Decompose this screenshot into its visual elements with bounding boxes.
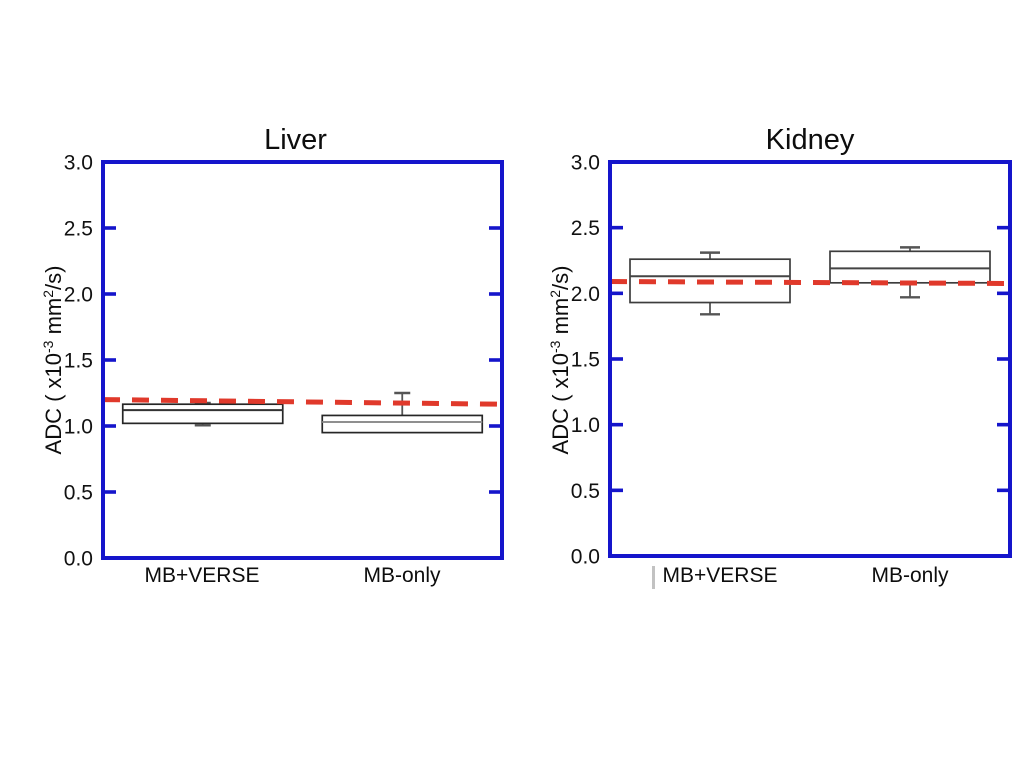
y-tick-label: 0.5 [571, 480, 600, 503]
kidney-category-mb-verse: MB+VERSE [662, 564, 778, 587]
kidney-category-mb-only: MB-only [871, 564, 949, 587]
ylabel-squared: 2 [40, 289, 56, 298]
ylabel-prefix: ADC ( x10 [41, 353, 66, 455]
y-tick-label: 0.0 [571, 546, 600, 569]
ylabel-mid: mm [548, 297, 573, 341]
liver-category-mb-only: MB-only [363, 564, 441, 587]
axes-frame [101, 160, 504, 560]
liver-category-mb-verse: MB+VERSE [144, 564, 260, 587]
y-tick-label: 0.0 [64, 548, 93, 571]
box-MB+VERSE [121, 403, 284, 425]
liver-y-axis-label: ADC ( x10-3 mm2/s) [38, 200, 70, 520]
y-tick-label: 2.5 [571, 217, 600, 240]
reference-dashed-line [102, 397, 503, 407]
ylabel-exponent: -3 [547, 340, 563, 353]
ylabel-squared: 2 [547, 289, 563, 298]
kidney-y-axis-label: ADC ( x10-3 mm2/s) [545, 200, 577, 520]
axes-frame [608, 160, 1012, 558]
kidney-chart-title: Kidney [765, 124, 855, 156]
y-tick-label: 3.0 [64, 152, 93, 175]
ylabel-exponent: -3 [40, 340, 56, 353]
y-tick-label: 1.0 [571, 414, 600, 437]
liver-chart-title: Liver [264, 124, 327, 156]
ylabel-suffix: /s) [41, 265, 66, 290]
y-tick-label: 2.0 [571, 283, 600, 306]
y-tick-label: 0.5 [64, 482, 93, 505]
ylabel-suffix: /s) [548, 265, 573, 290]
stray-tick-artifact [652, 566, 655, 589]
ylabel-prefix: ADC ( x10 [548, 353, 573, 455]
box-MB-only [829, 250, 991, 284]
y-tick-label: 1.5 [64, 350, 93, 373]
kidney-plot: 0.0 0.5 1.0 1.5 2.0 2.5 3.0 [571, 152, 1012, 569]
box-MB-only [321, 414, 484, 434]
y-tick-label: 3.0 [571, 152, 600, 175]
ylabel-mid: mm [41, 297, 66, 341]
reference-dashed-line [609, 279, 1011, 286]
y-tick-label: 1.5 [571, 349, 600, 372]
liver-plot: 0.0 0.5 1.0 1.5 2.0 2.5 3.0 [64, 152, 504, 571]
y-tick-label: 2.5 [64, 218, 93, 241]
y-tick-label: 1.0 [64, 416, 93, 439]
y-tick-label: 2.0 [64, 284, 93, 307]
